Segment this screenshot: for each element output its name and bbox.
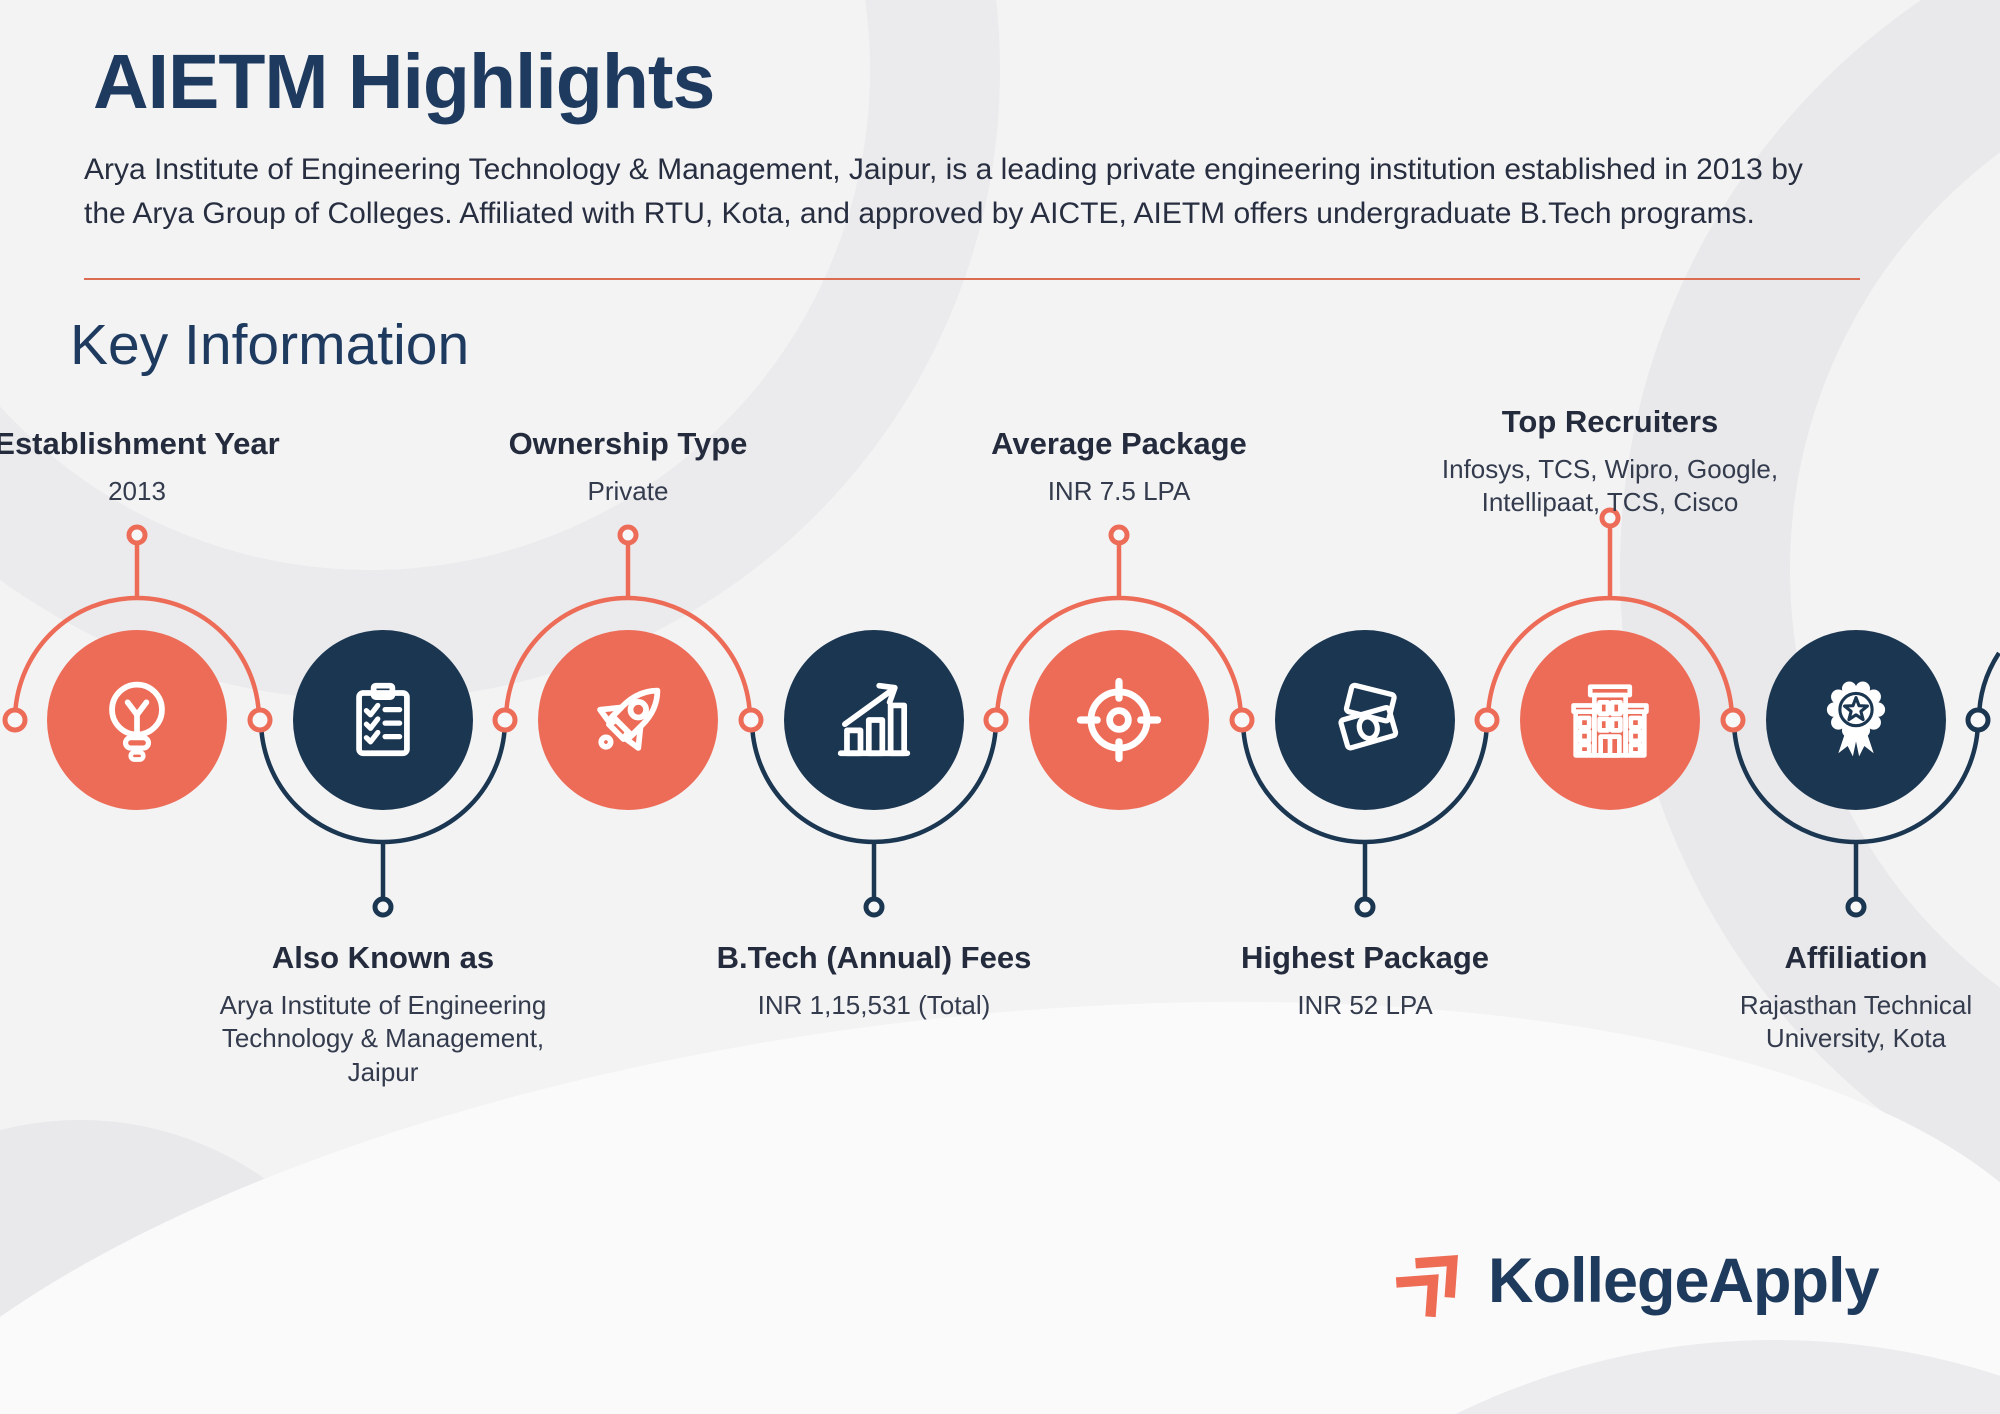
money-notes-icon <box>1338 682 1399 751</box>
item-value: Private <box>587 475 669 506</box>
item-label-highest-package: Highest Package INR 52 LPA <box>1190 940 1540 1022</box>
timeline-node-top-recruiters <box>1520 630 1700 810</box>
rocket-icon <box>597 687 661 751</box>
item-title: Ownership Type <box>508 426 748 461</box>
page-description: Arya Institute of Engineering Technology… <box>84 153 1803 230</box>
timeline-node-also-known-as <box>293 630 473 810</box>
item-value: Rajasthan Technical University, Kota <box>1739 989 1973 1054</box>
item-label-top-recruiters: Top Recruiters Infosys, TCS, Wipro, Goog… <box>1430 404 1790 520</box>
item-value: INR 1,15,531 (Total) <box>757 989 991 1020</box>
lightbulb-icon <box>109 681 165 762</box>
timeline-node-btech-fees <box>784 630 964 810</box>
kollegeapply-logo: KollegeApply <box>1392 1238 1880 1324</box>
bar-chart-growth-icon <box>837 682 911 757</box>
timeline-node-affiliation <box>1766 630 1946 810</box>
double-chevron-icon <box>1395 1255 1458 1318</box>
college-building-icon <box>1571 684 1649 758</box>
item-value: Infosys, TCS, Wipro, Google, Intellipaat… <box>1441 453 1779 518</box>
timeline-node-ownership-type <box>538 630 718 810</box>
item-value: INR 52 LPA <box>1297 989 1433 1020</box>
page-title: AIETM Highlights <box>93 39 715 125</box>
item-title: Establishment Year <box>0 426 280 461</box>
item-title: Also Known as <box>271 940 495 975</box>
logo-text: KollegeApply <box>1488 1246 1880 1316</box>
item-label-average-package: Average Package INR 7.5 LPA <box>939 426 1299 508</box>
award-badge-icon <box>1826 681 1886 757</box>
item-title: Affiliation <box>1784 940 1928 975</box>
item-title: Average Package <box>991 426 1247 461</box>
timeline-node-highest-package <box>1275 630 1455 810</box>
item-value: 2013 <box>108 475 166 506</box>
item-title: Top Recruiters <box>1501 404 1719 439</box>
clipboard-checklist-icon <box>356 682 410 757</box>
item-value: INR 7.5 LPA <box>1047 475 1191 506</box>
timeline-node-average-package <box>1029 630 1209 810</box>
item-title: B.Tech (Annual) Fees <box>716 940 1032 975</box>
divider-line <box>84 278 1860 280</box>
target-icon <box>1076 677 1162 763</box>
item-label-affiliation: Affiliation Rajasthan Technical Universi… <box>1706 940 2000 1056</box>
item-title: Highest Package <box>1240 940 1490 975</box>
item-label-also-known-as: Also Known as Arya Institute of Engineer… <box>208 940 558 1090</box>
item-value: Arya Institute of Engineering Technology… <box>219 989 547 1088</box>
section-heading: Key Information <box>70 313 470 377</box>
item-label-establishment-year: Establishment Year 2013 <box>0 426 317 508</box>
item-label-btech-fees: B.Tech (Annual) Fees INR 1,15,531 (Total… <box>674 940 1074 1022</box>
timeline-node-establishment-year <box>47 630 227 810</box>
item-label-ownership-type: Ownership Type Private <box>448 426 808 508</box>
